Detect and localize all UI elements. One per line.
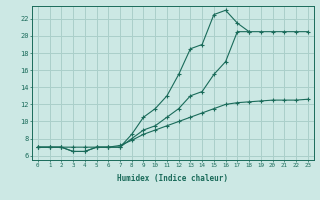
X-axis label: Humidex (Indice chaleur): Humidex (Indice chaleur): [117, 174, 228, 183]
